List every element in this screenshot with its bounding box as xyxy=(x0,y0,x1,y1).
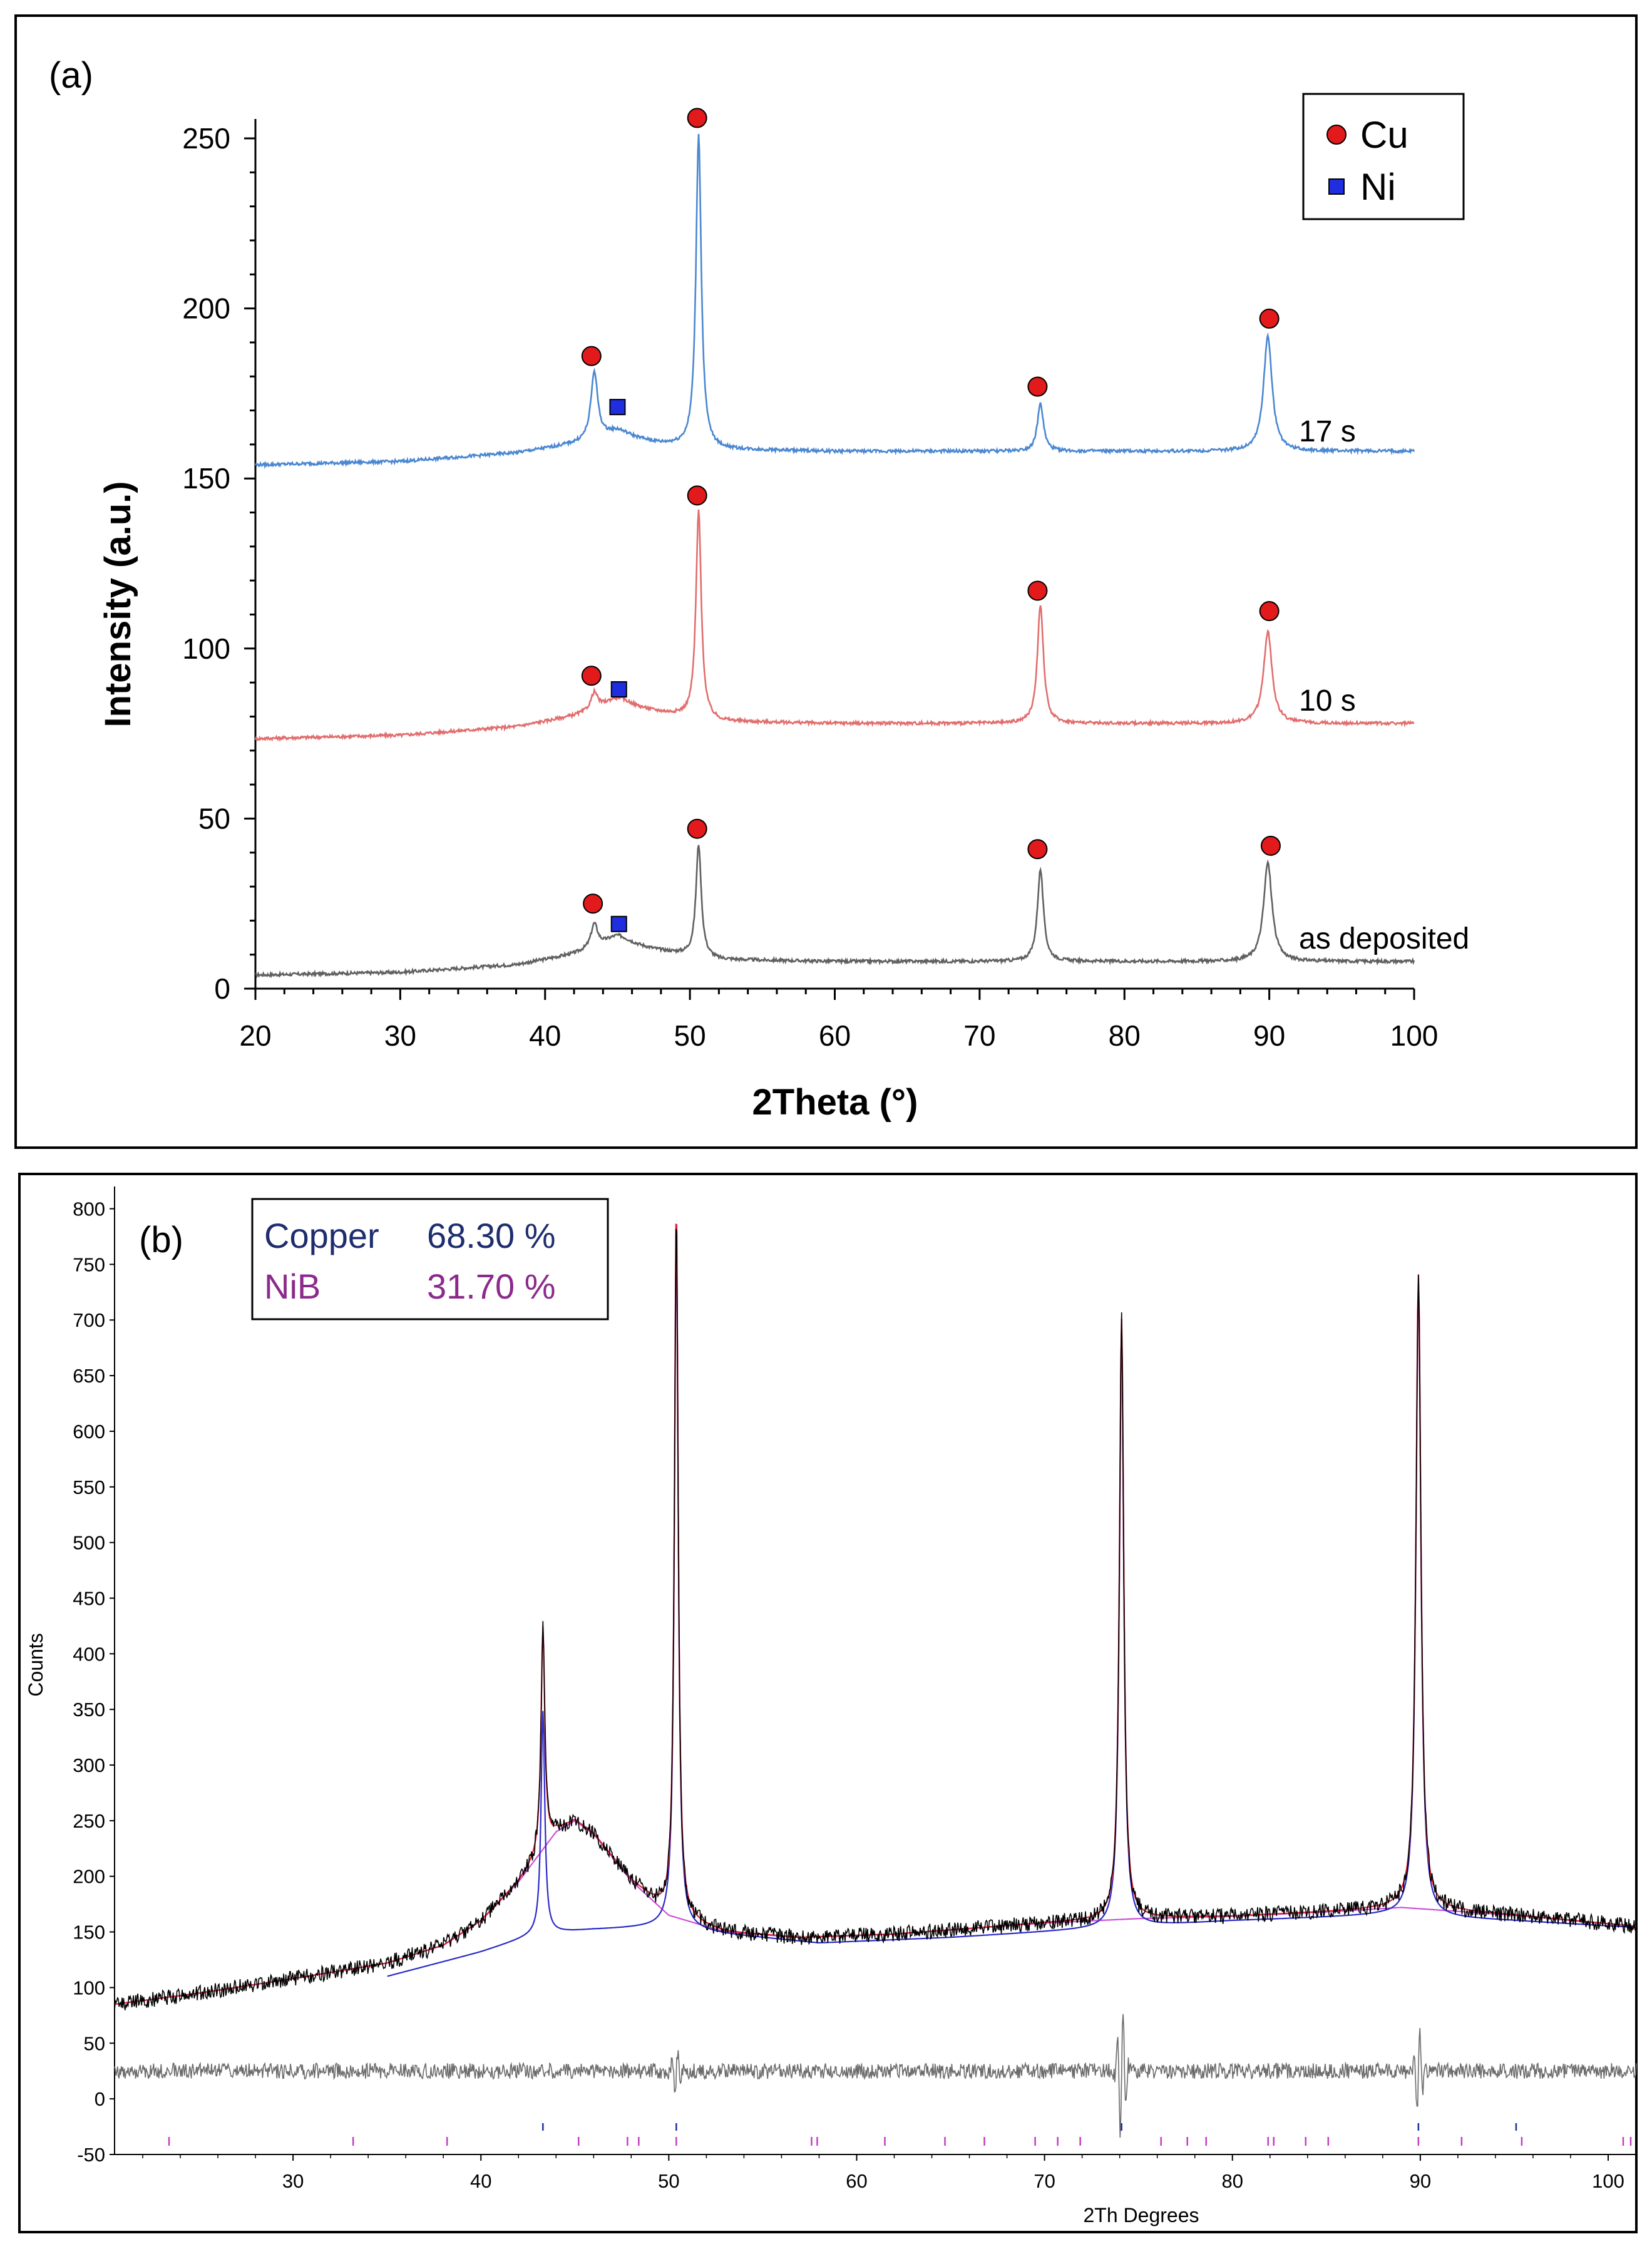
legend-cu-label: Cu xyxy=(1360,114,1408,156)
panel-b-y-tick-label: 150 xyxy=(73,1922,105,1943)
panel-a-y-axis-title: Intensity (a.u.) xyxy=(98,481,138,727)
panel-a-x-axis-title: 2Theta (°) xyxy=(752,1082,918,1123)
series-line-17-s xyxy=(254,133,1415,470)
panel-b-x-tick-label: 30 xyxy=(282,2170,304,2192)
panel-a-y-tick-label: 50 xyxy=(198,802,230,835)
phase-nib-value: 31.70 % xyxy=(427,1267,556,1306)
panel-b-x-tick-label: 40 xyxy=(470,2170,491,2192)
panel-b-x-ticks: 30 40 50 60 70 80 90 100 xyxy=(142,2154,1624,2192)
panel-b-x-axis-title: 2Th Degrees xyxy=(1084,2204,1199,2226)
panel-b-y-tick-label: 750 xyxy=(73,1253,105,1275)
phase-nib-name: NiB xyxy=(264,1267,321,1306)
panel-b-y-tick-label: 700 xyxy=(73,1309,105,1331)
cu-peak-marker xyxy=(1027,376,1048,397)
panel-b-y-tick-label: 800 xyxy=(73,1198,105,1220)
panel-a-frame xyxy=(14,14,1638,1149)
panel-b-y-tick-label: 200 xyxy=(73,1866,105,1888)
panel-b-y-tick-label: 0 xyxy=(95,2088,105,2110)
legend-box xyxy=(1302,93,1465,220)
phase-fraction-box: Copper 68.30 % NiB 31.70 % xyxy=(251,1198,609,1320)
panel-b-x-tick-label: 100 xyxy=(1592,2170,1624,2192)
panel-b-y-tick-label: 400 xyxy=(73,1643,105,1665)
calculated-pattern xyxy=(114,1223,1637,2005)
cu-peak-marker xyxy=(1260,835,1281,856)
series-label-as-deposited: as deposited xyxy=(1299,922,1469,955)
series-label-10s: 10 s xyxy=(1299,684,1356,718)
legend-ni-marker xyxy=(1328,178,1345,195)
panel-a-x-tick-label: 20 xyxy=(239,1019,271,1052)
cu-peak-marker xyxy=(583,893,603,914)
panel-b-x-tick-label: 70 xyxy=(1034,2170,1055,2192)
series-label-17s: 17 s xyxy=(1299,415,1356,448)
panel-b-y-tick-label: -50 xyxy=(77,2144,105,2166)
cu-peak-marker xyxy=(581,346,602,366)
panel-a-x-tick-label: 100 xyxy=(1390,1019,1439,1052)
panel-b-y-tick-label: 100 xyxy=(73,1977,105,1999)
panel-b-y-tick-label: 300 xyxy=(73,1754,105,1776)
panel-a-label: (a) xyxy=(49,55,93,96)
ni-peak-marker xyxy=(610,915,627,932)
panel-b-y-tick-label: 250 xyxy=(73,1810,105,1832)
panel-b-x-tick-label: 90 xyxy=(1410,2170,1431,2192)
panel-a-x-tick-label: 30 xyxy=(384,1019,416,1052)
copper-phase-curve xyxy=(387,1233,1637,1977)
cu-peak-marker xyxy=(687,108,707,128)
panel-a-legend: Cu Ni xyxy=(1302,93,1465,220)
panel-b-reflection-ticks xyxy=(168,2123,1632,2146)
cu-peak-marker xyxy=(1027,580,1048,601)
panel-b-y-ticks: -50 0 50 100 150 200 250 300 350 400 450 500 550 600 6… xyxy=(73,1198,115,2166)
panel-a-x-ticks: 20 30 40 50 60 70 80 90 100 xyxy=(239,989,1438,1052)
panel-b-label: (b) xyxy=(139,1220,183,1260)
panel-b-x-tick-label: 50 xyxy=(658,2170,679,2192)
panel-b: (b) -50 0 50 100 150 200 250 300 350 400 450 500 550… xyxy=(18,1173,1638,2233)
panel-a-x-tick-label: 80 xyxy=(1109,1019,1141,1052)
phase-copper-name: Copper xyxy=(264,1216,379,1255)
panel-a-x-tick-label: 90 xyxy=(1253,1019,1285,1052)
difference-curve xyxy=(114,2014,1637,2138)
observed-pattern xyxy=(114,1228,1637,2011)
panel-b-x-tick-label: 60 xyxy=(846,2170,867,2192)
panel-b-y-tick-label: 450 xyxy=(73,1587,105,1609)
panel-a-x-tick-label: 50 xyxy=(674,1019,706,1052)
panel-b-frame xyxy=(18,1173,1638,2233)
panel-a-y-ticks: 0 50 100 150 200 250 xyxy=(182,122,255,1005)
cu-peak-marker xyxy=(1259,308,1280,329)
ni-peak-marker xyxy=(609,399,626,416)
cu-peak-marker xyxy=(687,485,707,506)
panel-b-y-axis-title: Counts xyxy=(24,1633,47,1696)
cu-peak-marker xyxy=(1027,839,1048,860)
series-line-10-s xyxy=(254,509,1415,742)
cu-peak-marker xyxy=(687,818,707,839)
panel-a-y-tick-label: 100 xyxy=(182,632,230,665)
panel-a-x-tick-label: 60 xyxy=(819,1019,851,1052)
cu-peak-marker xyxy=(1259,601,1280,622)
panel-b-y-tick-label: 500 xyxy=(73,1532,105,1554)
ni-peak-marker xyxy=(610,681,627,697)
phase-box xyxy=(251,1198,609,1320)
panel-a-y-tick-label: 200 xyxy=(182,292,230,325)
legend-cu-marker xyxy=(1326,125,1347,145)
phase-copper-value: 68.30 % xyxy=(427,1216,556,1255)
cu-peak-marker xyxy=(581,666,602,686)
panel-b-y-tick-label: 350 xyxy=(73,1699,105,1721)
panel-b-series xyxy=(114,1223,1637,2138)
panel-b-y-tick-label: 600 xyxy=(73,1421,105,1443)
panel-b-x-tick-label: 80 xyxy=(1221,2170,1243,2192)
panel-a-series xyxy=(254,133,1415,979)
panel-b-y-tick-label: 650 xyxy=(73,1365,105,1387)
legend-ni-label: Ni xyxy=(1360,166,1396,208)
panel-a-y-tick-label: 150 xyxy=(182,462,230,495)
panel-a-x-tick-label: 40 xyxy=(529,1019,561,1052)
panel-b-y-tick-label: 50 xyxy=(84,2032,105,2054)
panel-a-x-tick-label: 70 xyxy=(963,1019,995,1052)
series-line-as-deposited xyxy=(255,845,1415,979)
panel-a-y-tick-label: 0 xyxy=(214,972,230,1005)
nib-phase-curve xyxy=(114,1820,1637,2005)
panel-a-phase-markers xyxy=(581,108,1281,932)
panel-b-y-tick-label: 550 xyxy=(73,1476,105,1498)
panel-a-y-tick-label: 250 xyxy=(182,122,230,155)
